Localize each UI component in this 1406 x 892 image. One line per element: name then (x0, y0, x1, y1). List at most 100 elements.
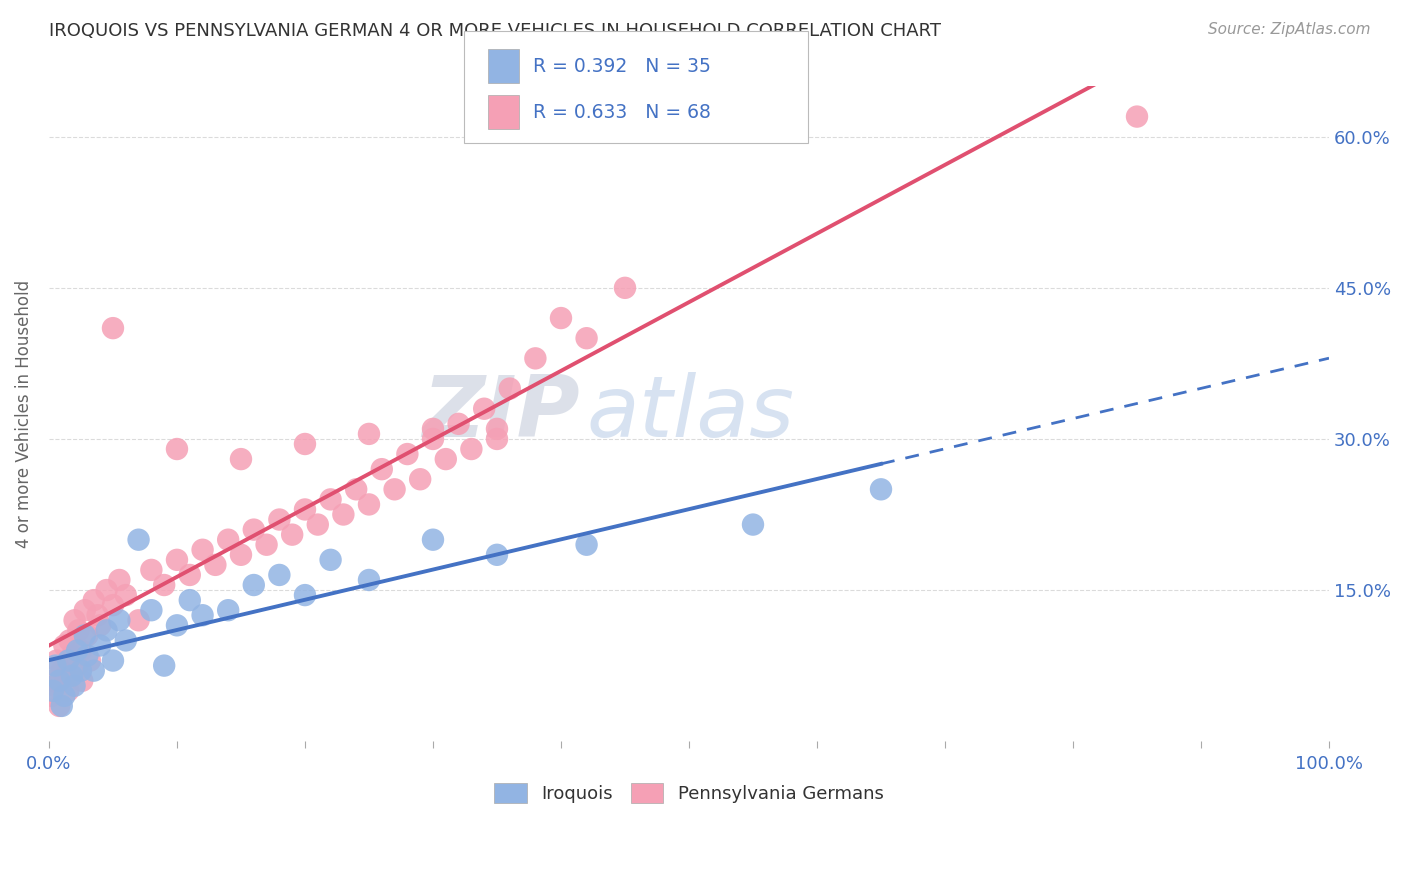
Point (141, 603, 163, 617)
Point (166, 618, 188, 632)
Point (153, 578, 176, 592)
Point (191, 542, 214, 557)
Point (51, 698, 73, 713)
Point (256, 538, 278, 552)
Point (66, 643, 89, 657)
Point (73, 603, 96, 617)
Point (56, 683, 79, 698)
Point (86, 608, 108, 623)
Legend: Iroquois, Pennsylvania Germans: Iroquois, Pennsylvania Germans (486, 775, 891, 811)
Point (48, 698, 70, 713)
Point (575, 331, 598, 345)
Point (60, 668, 83, 682)
Text: R = 0.633   N = 68: R = 0.633 N = 68 (533, 103, 711, 122)
Point (96, 624, 118, 638)
Point (53, 639, 76, 653)
Point (101, 598, 124, 612)
Point (67, 624, 90, 638)
Point (294, 502, 316, 516)
Text: R = 0.392   N = 35: R = 0.392 N = 35 (533, 56, 711, 76)
Point (73, 628, 96, 642)
Point (485, 422, 508, 436)
Point (70, 664, 93, 678)
Point (242, 523, 264, 537)
Point (319, 553, 342, 567)
Point (409, 472, 432, 486)
Point (870, 483, 893, 497)
Point (44, 658, 66, 673)
Point (51, 664, 73, 678)
Point (108, 613, 131, 627)
Point (371, 462, 394, 476)
Point (204, 558, 226, 572)
Point (332, 508, 354, 522)
Point (89, 639, 111, 653)
Point (179, 593, 201, 607)
Point (1126, 110, 1149, 124)
Text: atlas: atlas (586, 372, 794, 455)
Point (53, 689, 76, 703)
Point (72, 673, 94, 688)
Point (70, 643, 93, 657)
Point (63, 613, 86, 627)
Point (447, 417, 470, 431)
Point (357, 426, 380, 441)
Point (141, 563, 163, 577)
Point (55, 668, 77, 682)
Point (101, 654, 124, 668)
Point (166, 553, 188, 567)
Point (58, 633, 80, 648)
Point (83, 664, 105, 678)
Point (217, 533, 239, 547)
Point (76, 628, 98, 642)
Point (108, 573, 131, 587)
Point (166, 442, 188, 456)
Point (357, 498, 380, 512)
Point (434, 452, 457, 467)
Point (485, 548, 508, 562)
Point (307, 517, 329, 532)
Point (56, 654, 79, 668)
Point (60, 648, 83, 663)
Point (242, 578, 264, 592)
Point (294, 588, 316, 602)
Point (79, 654, 101, 668)
Point (472, 401, 495, 416)
Point (396, 447, 419, 461)
Text: IROQUOIS VS PENNSYLVANIA GERMAN 4 OR MORE VEHICLES IN HOUSEHOLD CORRELATION CHAR: IROQUOIS VS PENNSYLVANIA GERMAN 4 OR MOR… (49, 22, 941, 40)
Point (229, 452, 252, 467)
Point (76, 648, 98, 663)
Point (217, 603, 239, 617)
Point (153, 658, 176, 673)
Point (357, 573, 380, 587)
Point (128, 533, 150, 547)
Point (269, 568, 291, 582)
Point (83, 593, 105, 607)
Point (422, 432, 444, 446)
Point (101, 321, 124, 335)
Point (42, 673, 65, 688)
Point (66, 658, 89, 673)
Point (614, 281, 637, 295)
Point (319, 492, 342, 507)
Point (45, 654, 67, 668)
Point (42, 683, 65, 698)
Point (575, 538, 598, 552)
Point (269, 512, 291, 526)
Point (550, 311, 572, 326)
Text: ZIP: ZIP (423, 372, 581, 455)
Text: Source: ZipAtlas.com: Source: ZipAtlas.com (1208, 22, 1371, 37)
Point (422, 533, 444, 547)
Point (179, 568, 201, 582)
Point (344, 483, 367, 497)
Point (524, 351, 547, 366)
Point (485, 432, 508, 446)
Point (41, 689, 63, 703)
Point (89, 618, 111, 632)
Point (229, 548, 252, 562)
Point (422, 422, 444, 436)
Point (191, 608, 214, 623)
Point (128, 613, 150, 627)
Point (96, 582, 118, 597)
Point (114, 588, 136, 602)
